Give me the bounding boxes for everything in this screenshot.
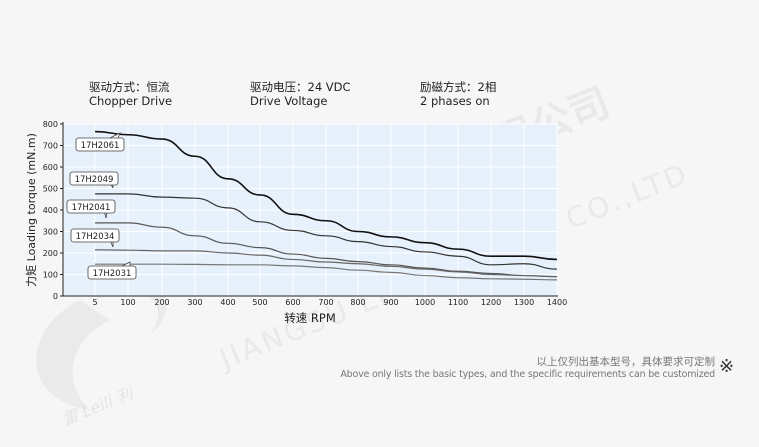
series-label-text-17H2041: 17H2041 [72,203,111,213]
y-tick-label-400: 400 [43,206,58,215]
series-label-box-17H2061 [75,137,125,152]
x-tick-label-600: 600 [285,298,300,307]
series-label-17H2034: 17H2034 [70,228,120,248]
x-tick-label-1400: 1400 [547,298,567,307]
excitation-en: 2 phases on [420,94,490,108]
y-tick-label-500: 500 [43,185,58,194]
series-label-17H2049: 17H2049 [69,171,119,189]
series-label-text-17H2034: 17H2034 [76,232,115,242]
series-line-17H2041 [95,222,558,278]
series-line-17H2034 [94,249,558,278]
series-line-17H2049 [95,193,558,270]
series-labels: 17H2061 17H2049 17H2041 17H2034 17H2031 [66,132,137,280]
series-label-pointer-17H2061 [109,132,121,139]
excitation-block: 励磁方式：2相 2 phases on [420,80,496,108]
y-tick-label-100: 100 [43,271,58,280]
series-label-box-17H2041 [66,199,116,214]
x-tick-label-400: 400 [220,298,235,307]
series-label-17H2041: 17H2041 [66,199,116,219]
y-tick-label-700: 700 [43,142,58,151]
x-tick-label-1200: 1200 [481,298,501,307]
drive-mode-block: 驱动方式：恒流 Chopper Drive [89,80,172,108]
footer-note-cn: 以上仅列出基本型号，具体要求可定制 [536,356,716,368]
series-label-box-17H2049 [69,171,119,186]
series-line-17H2061 [94,130,558,261]
y-axis-label: 力矩 Loading torque (mN.m) [25,133,38,287]
x-tick-label-500: 500 [252,298,267,307]
voltage-cn: 驱动电压：24 VDC [250,80,351,94]
series-line-17H2031 [95,263,558,281]
x-tick-label-5: 5 [92,298,97,307]
y-tick-label-200: 200 [43,249,58,258]
y-tick-label-0: 0 [53,292,58,301]
x-axis-label: 转速 RPM [284,311,336,325]
series-lines [94,130,558,281]
series-label-pointer-17H2031 [121,261,131,267]
y-tick-label-300: 300 [43,228,58,237]
x-tick-label-900: 900 [383,298,398,307]
series-label-box-17H2031 [87,265,137,280]
x-tick-label-100: 100 [120,298,135,307]
voltage-block: 驱动电压：24 VDC Drive Voltage [250,80,351,108]
drive-mode-en: Chopper Drive [89,94,173,108]
excitation-cn: 励磁方式：2相 [420,80,497,94]
x-tick-label-700: 700 [318,298,333,307]
x-tick-label-200: 200 [154,298,169,307]
y-tick-label-600: 600 [43,163,58,172]
x-tick-label-300: 300 [187,298,202,307]
series-label-text-17H2049: 17H2049 [75,175,114,185]
axes: 0 100 200 300 400 500 600 700 800 5 100 200 300 400 50… [43,120,567,307]
x-tick-label-1000: 1000 [415,298,435,307]
voltage-en: Drive Voltage [250,94,328,108]
x-tick-label-1100: 1100 [448,298,468,307]
grid-lines [63,123,558,296]
series-label-text-17H2061: 17H2061 [81,141,120,151]
x-tick-label-800: 800 [350,298,365,307]
reference-mark: ※ [719,356,735,377]
series-label-text-17H2031: 17H2031 [93,269,132,279]
series-label-box-17H2034 [70,228,120,243]
x-tick-label-1300: 1300 [514,298,534,307]
footer-note-en: Above only lists the basic types, and th… [340,369,715,380]
y-tick-label-800: 800 [43,120,58,129]
series-label-17H2061: 17H2061 [75,132,125,152]
drive-mode-cn: 驱动方式：恒流 [89,80,170,94]
series-label-17H2031: 17H2031 [87,261,137,280]
